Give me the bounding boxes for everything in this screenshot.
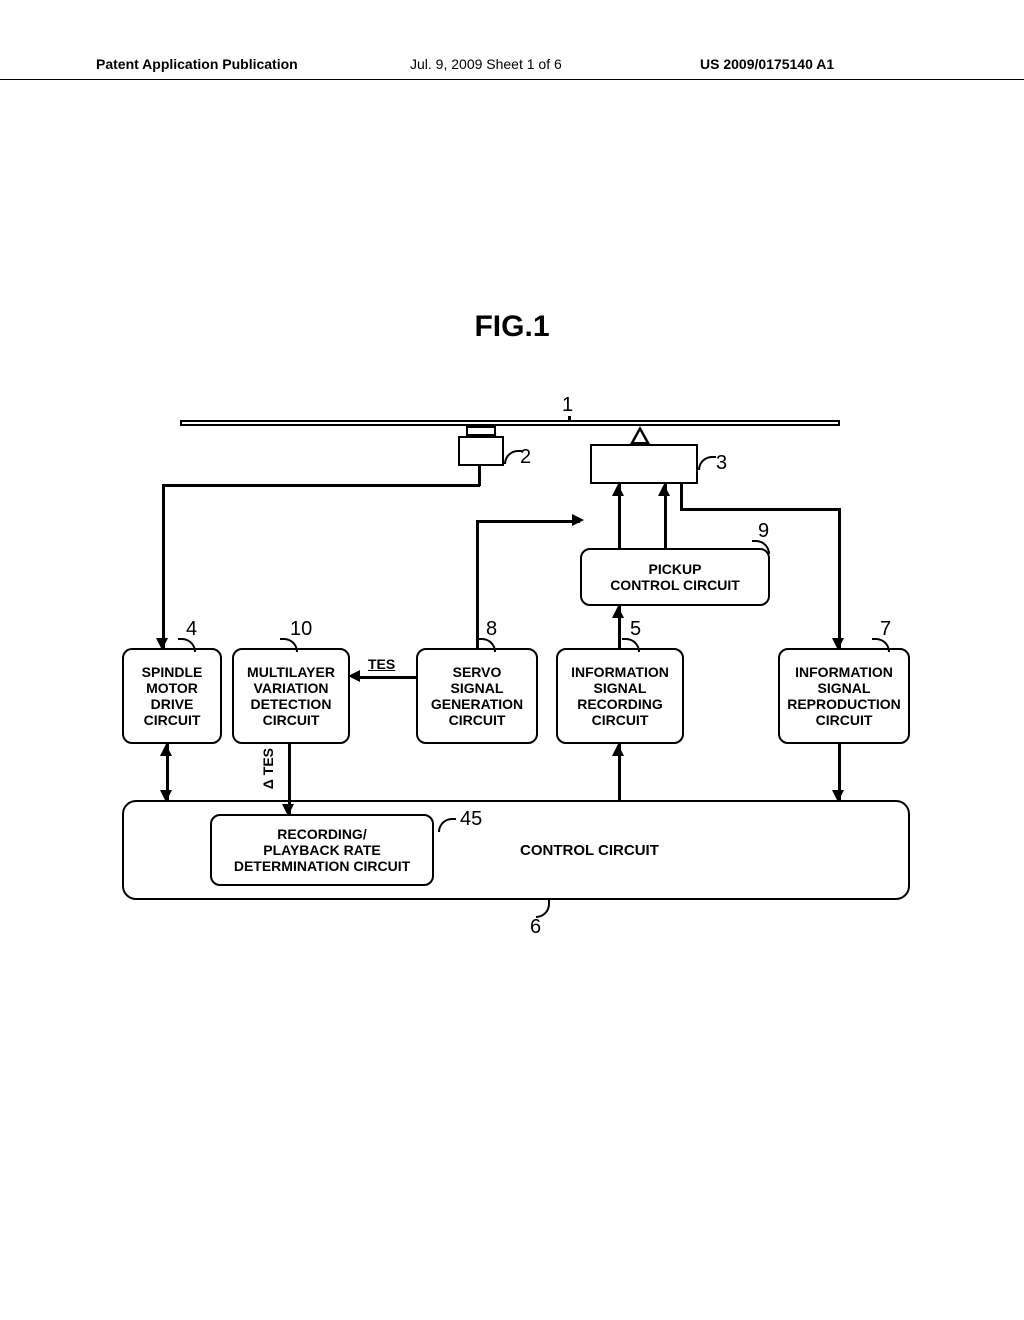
line-motor-v xyxy=(162,484,165,648)
arrowhead-7-to-6 xyxy=(832,790,844,802)
leader-1 xyxy=(568,416,571,422)
ref-10: 10 xyxy=(290,618,312,641)
arrowhead-6-to-5 xyxy=(612,744,624,756)
header-pub-number: US 2009/0175140 A1 xyxy=(700,56,834,72)
ref-1: 1 xyxy=(562,394,573,417)
ref-3: 3 xyxy=(716,452,727,475)
optical-disc xyxy=(180,420,840,426)
recording-label: INFORMATION SIGNAL RECORDING CIRCUIT xyxy=(571,664,669,728)
spindle-motor xyxy=(458,436,504,466)
pickup-control-circuit-box: PICKUP CONTROL CIRCUIT xyxy=(580,548,770,606)
line-8-to-9-h xyxy=(476,520,580,523)
reproduction-label: INFORMATION SIGNAL REPRODUCTION CIRCUIT xyxy=(787,664,901,728)
arrowhead-ctrl-to-pickup xyxy=(658,484,670,496)
ref-6: 6 xyxy=(530,916,541,939)
motor-hub xyxy=(466,426,496,436)
arrowhead-delta-tes xyxy=(282,804,294,816)
information-signal-reproduction-box: INFORMATION SIGNAL REPRODUCTION CIRCUIT xyxy=(778,648,910,744)
header-pub-text: Patent Application Publication xyxy=(96,56,298,72)
line-motor-h xyxy=(162,484,480,487)
arrowhead-8-to-9 xyxy=(572,514,584,526)
servo-label: SERVO SIGNAL GENERATION CIRCUIT xyxy=(431,664,523,728)
line-motor-down xyxy=(478,466,481,486)
arrowhead-4-to-6 xyxy=(160,790,172,802)
arrowhead-to-7 xyxy=(832,638,844,650)
spindle-motor-drive-box: SPINDLE MOTOR DRIVE CIRCUIT xyxy=(122,648,222,744)
arrowhead-tes xyxy=(348,670,360,682)
line-pickup-to-7 xyxy=(838,508,841,648)
ref-7: 7 xyxy=(880,618,891,641)
arrowhead-5-to-9 xyxy=(612,606,624,618)
figure-title: FIG.1 xyxy=(0,310,1024,344)
page: Patent Application Publication Jul. 9, 2… xyxy=(0,0,1024,1320)
leader-2 xyxy=(504,450,522,464)
line-pickup-down-r xyxy=(680,484,683,510)
spindle-label: SPINDLE MOTOR DRIVE CIRCUIT xyxy=(142,664,203,728)
leader-3 xyxy=(698,456,716,470)
arrowhead-6-to-4 xyxy=(160,744,172,756)
delta-tes-label: Δ TES xyxy=(260,748,276,789)
information-signal-recording-box: INFORMATION SIGNAL RECORDING CIRCUIT xyxy=(556,648,684,744)
control-circuit-label: CONTROL CIRCUIT xyxy=(520,842,659,859)
multilayer-variation-detection-box: MULTILAYER VARIATION DETECTION CIRCUIT xyxy=(232,648,350,744)
ref-5: 5 xyxy=(630,618,641,641)
arrowhead-to-spindle xyxy=(156,638,168,650)
tes-label: TES xyxy=(368,656,395,672)
ref-4: 4 xyxy=(186,618,197,641)
leader-6 xyxy=(536,900,550,918)
optical-pickup xyxy=(590,444,698,484)
arrowhead-pickup-up-l xyxy=(612,484,624,496)
recording-playback-rate-box: RECORDING/ PLAYBACK RATE DETERMINATION C… xyxy=(210,814,434,886)
multilayer-label: MULTILAYER VARIATION DETECTION CIRCUIT xyxy=(247,664,335,728)
rate-label: RECORDING/ PLAYBACK RATE DETERMINATION C… xyxy=(234,826,410,874)
ref-8: 8 xyxy=(486,618,497,641)
ref-45: 45 xyxy=(460,808,482,831)
line-8-to-9-v xyxy=(476,520,479,648)
header-date-sheet: Jul. 9, 2009 Sheet 1 of 6 xyxy=(410,56,562,72)
block-diagram: 1 2 3 PICKUP CONTROL CIRCUIT 9 SPINDLE M… xyxy=(120,400,910,960)
pickup-control-label: PICKUP CONTROL CIRCUIT xyxy=(610,561,740,593)
pickup-lens-inner xyxy=(634,431,646,442)
header: Patent Application Publication Jul. 9, 2… xyxy=(0,56,1024,80)
servo-signal-generation-box: SERVO SIGNAL GENERATION CIRCUIT xyxy=(416,648,538,744)
line-pickup-h-r xyxy=(680,508,840,511)
line-tes xyxy=(354,676,416,679)
